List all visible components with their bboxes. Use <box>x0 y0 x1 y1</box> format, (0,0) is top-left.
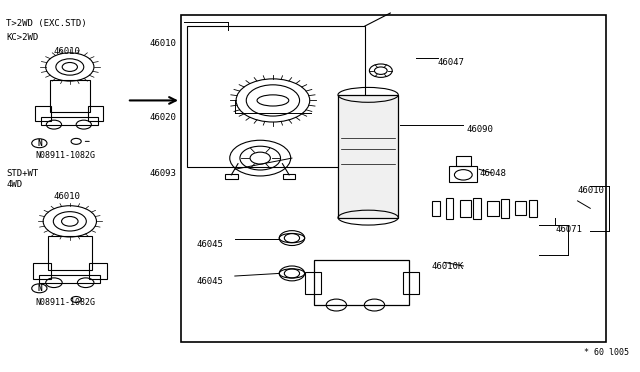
Bar <box>501 199 509 218</box>
Text: KC>2WD: KC>2WD <box>6 33 38 42</box>
Text: 46010: 46010 <box>54 46 81 55</box>
Text: 46071: 46071 <box>556 225 582 234</box>
Bar <box>305 272 321 294</box>
Text: * 60 l005: * 60 l005 <box>584 348 629 357</box>
Bar <box>431 201 440 216</box>
Bar <box>529 200 537 217</box>
Bar <box>89 263 107 279</box>
Text: 46010K: 46010K <box>431 262 464 271</box>
Bar <box>47 236 92 270</box>
Text: STD+WT: STD+WT <box>6 169 38 178</box>
Text: 46047: 46047 <box>438 58 465 67</box>
Text: N08911-1082G: N08911-1082G <box>35 151 95 160</box>
Text: 46045: 46045 <box>196 240 223 249</box>
Text: 46045: 46045 <box>196 277 223 286</box>
Bar <box>35 106 51 121</box>
Text: 46010: 46010 <box>54 192 81 201</box>
Bar <box>41 117 99 125</box>
Bar <box>474 198 481 219</box>
Bar <box>181 15 606 342</box>
Text: N08911-1082G: N08911-1082G <box>35 298 95 307</box>
Text: T>2WD (EXC.STD): T>2WD (EXC.STD) <box>6 19 87 28</box>
Bar <box>283 174 296 179</box>
Bar <box>49 80 90 112</box>
Text: 46090: 46090 <box>467 125 493 134</box>
Text: 46020: 46020 <box>149 113 176 122</box>
Bar <box>488 201 499 216</box>
Bar <box>33 263 51 279</box>
Bar <box>460 200 471 217</box>
Bar <box>314 260 410 305</box>
Text: 46093: 46093 <box>149 169 176 178</box>
Bar <box>445 198 453 219</box>
Bar <box>515 201 525 215</box>
Text: 46010: 46010 <box>149 39 176 48</box>
Bar <box>188 26 365 167</box>
Bar <box>225 174 237 179</box>
Text: N: N <box>37 284 42 293</box>
Text: 4WD: 4WD <box>6 180 22 189</box>
Bar <box>403 272 419 294</box>
Bar <box>449 166 477 182</box>
Bar <box>88 106 104 121</box>
Bar <box>456 156 471 166</box>
Text: 46048: 46048 <box>479 169 506 178</box>
Bar <box>338 95 398 218</box>
Bar <box>39 275 100 283</box>
Text: 46010: 46010 <box>577 186 604 195</box>
Text: N: N <box>37 139 42 148</box>
